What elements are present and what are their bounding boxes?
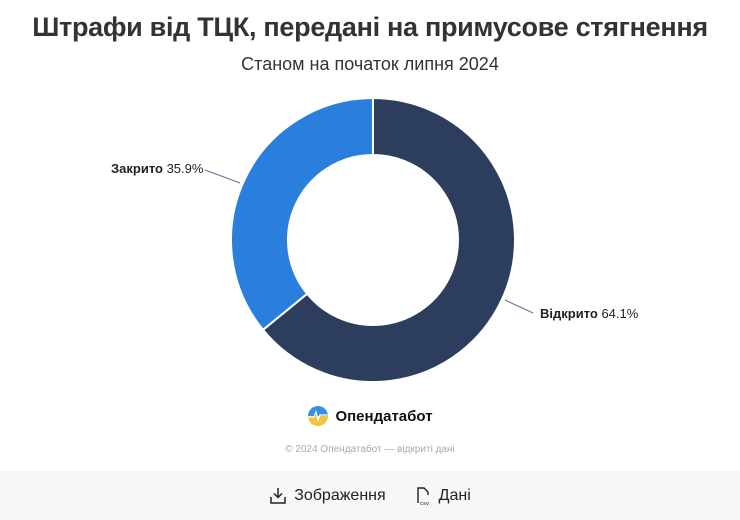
footer-toolbar: Зображення csv Дані [0, 471, 740, 520]
download-image-button[interactable]: Зображення [269, 486, 386, 505]
svg-text:csv: csv [420, 501, 430, 506]
copyright: © 2024 Опендатабот — відкриті дані [285, 444, 455, 455]
chart-title: Штрафи від ТЦК, передані на примусове ст… [32, 12, 708, 42]
chart-subtitle: Станом на початок липня 2024 [241, 54, 499, 74]
download-data-label: Дані [438, 486, 471, 504]
slice-label-open: Відкрито 64.1% [540, 306, 638, 321]
slice-label-name: Закрито [111, 161, 163, 176]
download-data-button[interactable]: csv Дані [416, 486, 471, 506]
donut-slice-closed[interactable] [230, 97, 374, 331]
opendatabot-logo-icon [308, 406, 329, 426]
donut-chart [204, 97, 534, 383]
csv-file-icon: csv [416, 486, 430, 506]
label-leader-closed [204, 169, 241, 184]
slice-label-name: Відкрито [540, 306, 598, 321]
download-image-label: Зображення [294, 486, 386, 504]
brand-name: Опендатабот [335, 407, 433, 425]
donut-slice-open[interactable] [262, 97, 516, 383]
label-leader-open [504, 299, 534, 314]
brand: Опендатабот [0, 405, 740, 427]
slice-label-value: 35.9% [166, 161, 204, 176]
slice-label-closed: Закрито 35.9% [111, 161, 203, 176]
slice-label-value: 64.1% [601, 306, 639, 321]
download-icon [270, 487, 286, 504]
